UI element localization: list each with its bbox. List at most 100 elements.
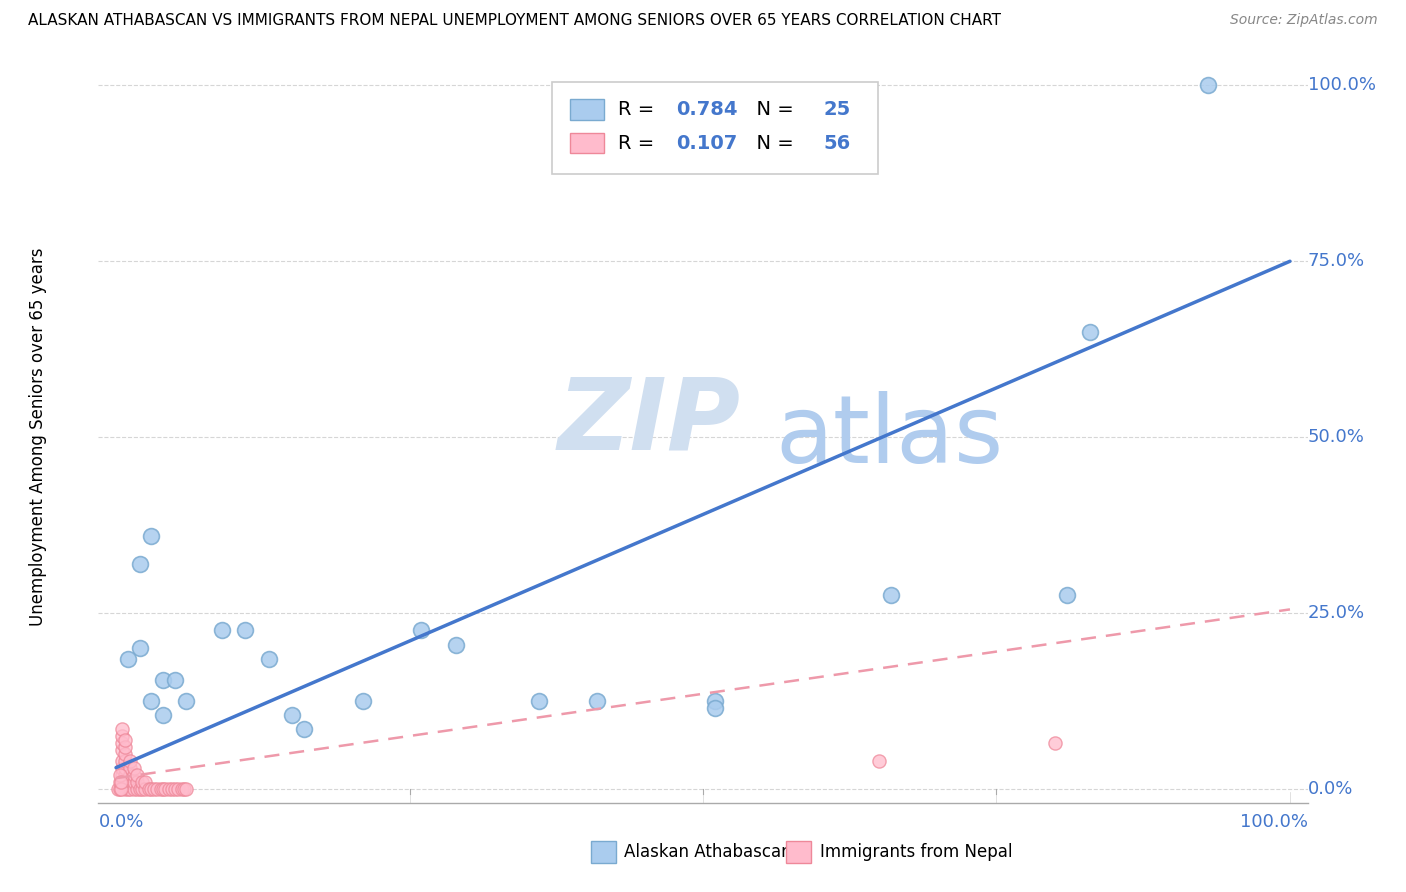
Point [114, 781, 136, 796]
Text: Immigrants from Nepal: Immigrants from Nepal [820, 843, 1012, 861]
Text: atlas: atlas [776, 391, 1004, 483]
Point [120, 767, 142, 781]
Text: 0.784: 0.784 [676, 100, 738, 119]
Point [586, 694, 609, 708]
Point [868, 754, 890, 768]
Point [211, 624, 233, 638]
Point [527, 694, 550, 708]
Point [127, 767, 149, 781]
Point [411, 624, 433, 638]
Text: ALASKAN ATHABASCAN VS IMMIGRANTS FROM NEPAL UNEMPLOYMENT AMONG SENIORS OVER 65 Y: ALASKAN ATHABASCAN VS IMMIGRANTS FROM NE… [28, 13, 1001, 29]
Point [138, 781, 160, 796]
Point [281, 707, 304, 722]
Point [122, 767, 145, 781]
Point [157, 781, 180, 796]
Point [163, 673, 186, 687]
Point [122, 781, 145, 796]
FancyBboxPatch shape [569, 99, 603, 120]
Point [152, 707, 174, 722]
Text: Source: ZipAtlas.com: Source: ZipAtlas.com [1230, 13, 1378, 28]
Text: 100.0%: 100.0% [1308, 77, 1375, 95]
Point [114, 774, 136, 789]
Point [114, 761, 136, 775]
Point [127, 781, 149, 796]
Point [111, 754, 134, 768]
Point [127, 774, 149, 789]
Point [141, 781, 163, 796]
Point [117, 651, 139, 665]
Point [120, 781, 142, 796]
Point [122, 774, 145, 789]
Point [134, 774, 156, 789]
Point [146, 781, 169, 796]
Point [111, 729, 134, 743]
Point [114, 732, 136, 747]
Point [1043, 736, 1066, 750]
Point [134, 781, 156, 796]
Point [111, 774, 134, 789]
Point [128, 557, 150, 571]
Point [128, 641, 150, 656]
Point [1197, 78, 1219, 93]
Point [108, 767, 131, 781]
Point [152, 781, 174, 796]
Point [120, 761, 142, 775]
Point [111, 761, 134, 775]
Point [703, 701, 725, 715]
Point [170, 781, 193, 796]
Point [352, 694, 374, 708]
Point [162, 781, 184, 796]
Point [233, 624, 256, 638]
Text: ZIP: ZIP [558, 374, 741, 471]
FancyBboxPatch shape [551, 82, 879, 174]
Point [111, 736, 134, 750]
Text: 25: 25 [824, 100, 851, 119]
Point [1080, 325, 1102, 339]
Text: 100.0%: 100.0% [1240, 814, 1308, 831]
Text: 56: 56 [824, 134, 851, 153]
Point [167, 781, 190, 796]
Point [128, 781, 150, 796]
Text: 75.0%: 75.0% [1308, 252, 1365, 270]
Text: R =: R = [619, 100, 661, 119]
Text: Unemployment Among Seniors over 65 years: Unemployment Among Seniors over 65 years [30, 248, 46, 626]
Point [114, 754, 136, 768]
Text: N =: N = [744, 134, 800, 153]
Point [292, 722, 315, 736]
Text: 50.0%: 50.0% [1308, 428, 1364, 446]
Point [703, 694, 725, 708]
Text: R =: R = [619, 134, 661, 153]
Point [155, 781, 177, 796]
Point [120, 774, 142, 789]
Point [110, 781, 132, 796]
Point [111, 722, 134, 736]
Point [1056, 588, 1078, 602]
Point [149, 781, 172, 796]
Text: 0.0%: 0.0% [98, 814, 143, 831]
Text: Alaskan Athabascans: Alaskan Athabascans [624, 843, 800, 861]
Text: 0.0%: 0.0% [1308, 780, 1353, 797]
Point [131, 774, 153, 789]
Point [111, 743, 134, 757]
Point [114, 767, 136, 781]
Point [880, 588, 903, 602]
Point [120, 754, 142, 768]
Point [117, 781, 139, 796]
Text: N =: N = [744, 100, 800, 119]
Point [114, 739, 136, 754]
Point [141, 528, 163, 542]
Point [108, 774, 131, 789]
Text: 0.107: 0.107 [676, 134, 738, 153]
Text: 25.0%: 25.0% [1308, 604, 1365, 622]
Point [110, 774, 132, 789]
Point [446, 638, 468, 652]
FancyBboxPatch shape [569, 133, 603, 153]
Point [141, 694, 163, 708]
Point [176, 694, 198, 708]
Point [108, 781, 131, 796]
Point [152, 673, 174, 687]
Point [114, 747, 136, 761]
Point [142, 781, 165, 796]
Point [176, 781, 198, 796]
Point [163, 781, 186, 796]
